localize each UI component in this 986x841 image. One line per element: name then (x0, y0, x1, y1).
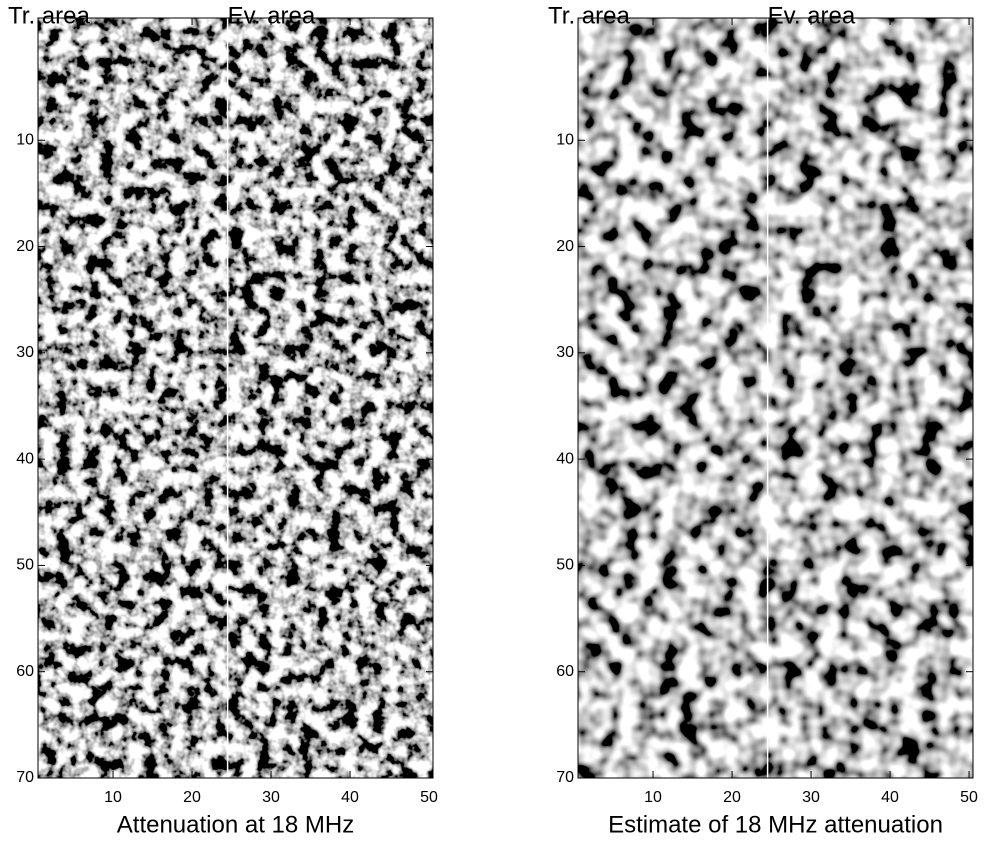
y-tick-label: 70 (556, 769, 574, 786)
y-tick-label: 30 (556, 344, 574, 361)
y-tick-label: 40 (16, 450, 34, 467)
x-tick-label: 30 (802, 789, 820, 806)
x-axis-label: Attenuation at 18 MHz (117, 811, 354, 838)
y-tick-label: 60 (556, 663, 574, 680)
x-axis-label: Estimate of 18 MHz attenuation (608, 811, 943, 838)
x-tick-label: 10 (104, 789, 122, 806)
annotation: Tr. area (8, 2, 90, 29)
y-tick-label: 20 (556, 238, 574, 255)
x-tick-label: 50 (420, 789, 438, 806)
y-tick-label: 60 (16, 663, 34, 680)
x-tick-label: 40 (341, 789, 359, 806)
x-tick-label: 20 (723, 789, 741, 806)
y-tick-label: 40 (556, 450, 574, 467)
x-tick-label: 40 (881, 789, 899, 806)
y-tick-label: 30 (16, 344, 34, 361)
x-tick-label: 10 (644, 789, 662, 806)
axes-box (37, 17, 434, 779)
x-tick-label: 50 (960, 789, 978, 806)
annotation: Ev. area (768, 2, 856, 29)
y-tick-label: 70 (16, 769, 34, 786)
image-texture (578, 18, 973, 778)
y-tick-label: 20 (16, 238, 34, 255)
annotation: Tr. area (548, 2, 630, 29)
x-tick-label: 30 (262, 789, 280, 806)
x-tick-label: 20 (183, 789, 201, 806)
axes-box (577, 17, 974, 779)
y-tick-label: 50 (16, 557, 34, 574)
y-tick-label: 10 (16, 131, 34, 148)
y-tick-label: 10 (556, 131, 574, 148)
y-tick-label: 50 (556, 557, 574, 574)
image-texture (38, 18, 433, 778)
annotation: Ev. area (228, 2, 316, 29)
